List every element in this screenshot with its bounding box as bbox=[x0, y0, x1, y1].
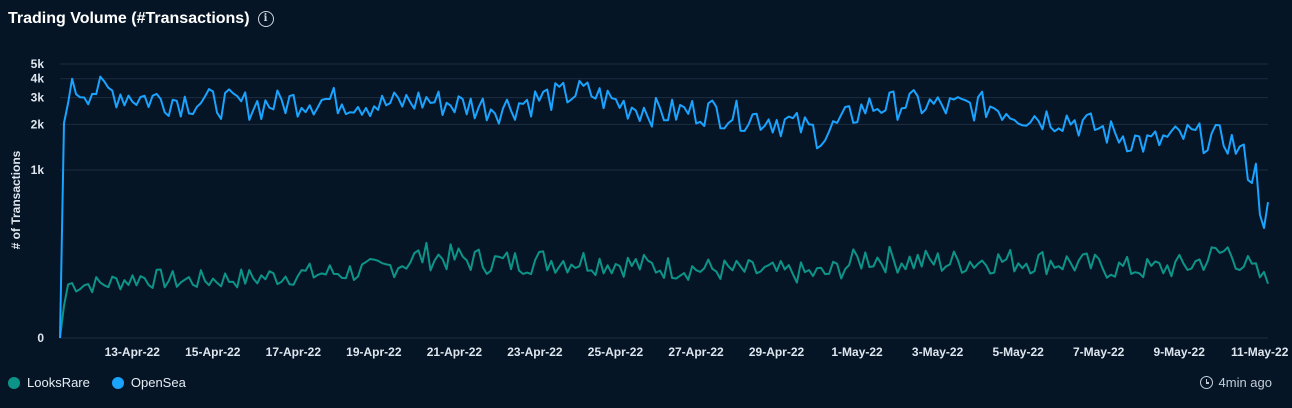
y-tick-label: 4k bbox=[31, 72, 45, 86]
x-tick-label: 11-May-22 bbox=[1231, 345, 1289, 359]
series-line-looksrare[interactable] bbox=[59, 241, 1269, 339]
legend-item-looksrare[interactable]: LooksRare bbox=[8, 375, 90, 390]
y-tick-label: 1k bbox=[31, 163, 45, 177]
last-updated-label: 4min ago bbox=[1218, 375, 1272, 390]
x-tick-label: 3-May-22 bbox=[912, 345, 964, 359]
x-tick-label: 9-May-22 bbox=[1154, 345, 1206, 359]
legend-dot-opensea bbox=[111, 376, 124, 389]
legend-label-looksrare: LooksRare bbox=[27, 375, 90, 390]
legend-label-opensea: OpenSea bbox=[130, 375, 186, 390]
info-icon[interactable]: i bbox=[257, 11, 274, 27]
y-tick-label: 2k bbox=[31, 117, 45, 131]
x-tick-label: 21-Apr-22 bbox=[427, 345, 483, 359]
x-tick-label: 23-Apr-22 bbox=[507, 345, 563, 359]
x-tick-label: 25-Apr-22 bbox=[588, 345, 644, 359]
x-tick-label: 1-May-22 bbox=[831, 345, 883, 359]
legend: LooksRare OpenSea bbox=[8, 375, 186, 390]
legend-dot-looksrare bbox=[8, 376, 20, 389]
x-tick-label: 29-Apr-22 bbox=[749, 345, 805, 359]
series-line-opensea[interactable] bbox=[59, 75, 1269, 339]
y-tick-label: 3k bbox=[31, 91, 45, 105]
legend-item-opensea[interactable]: OpenSea bbox=[111, 375, 186, 390]
clock-icon bbox=[1199, 376, 1213, 389]
x-tick-label: 7-May-22 bbox=[1073, 345, 1125, 359]
x-tick-label: 15-Apr-22 bbox=[185, 345, 241, 359]
y-tick-label: 0 bbox=[37, 331, 44, 345]
x-tick-label: 17-Apr-22 bbox=[266, 345, 322, 359]
x-tick-label: 27-Apr-22 bbox=[668, 345, 724, 359]
chart-header: Trading Volume (#Transactions) i bbox=[8, 6, 274, 32]
chart-title: Trading Volume (#Transactions) bbox=[8, 10, 250, 27]
last-updated: 4min ago bbox=[1199, 375, 1272, 390]
x-tick-label: 13-Apr-22 bbox=[105, 345, 161, 359]
y-tick-label: 5k bbox=[31, 57, 45, 71]
x-tick-label: 5-May-22 bbox=[992, 345, 1044, 359]
x-tick-label: 19-Apr-22 bbox=[346, 345, 402, 359]
y-axis-label: # of Transactions bbox=[9, 150, 23, 249]
